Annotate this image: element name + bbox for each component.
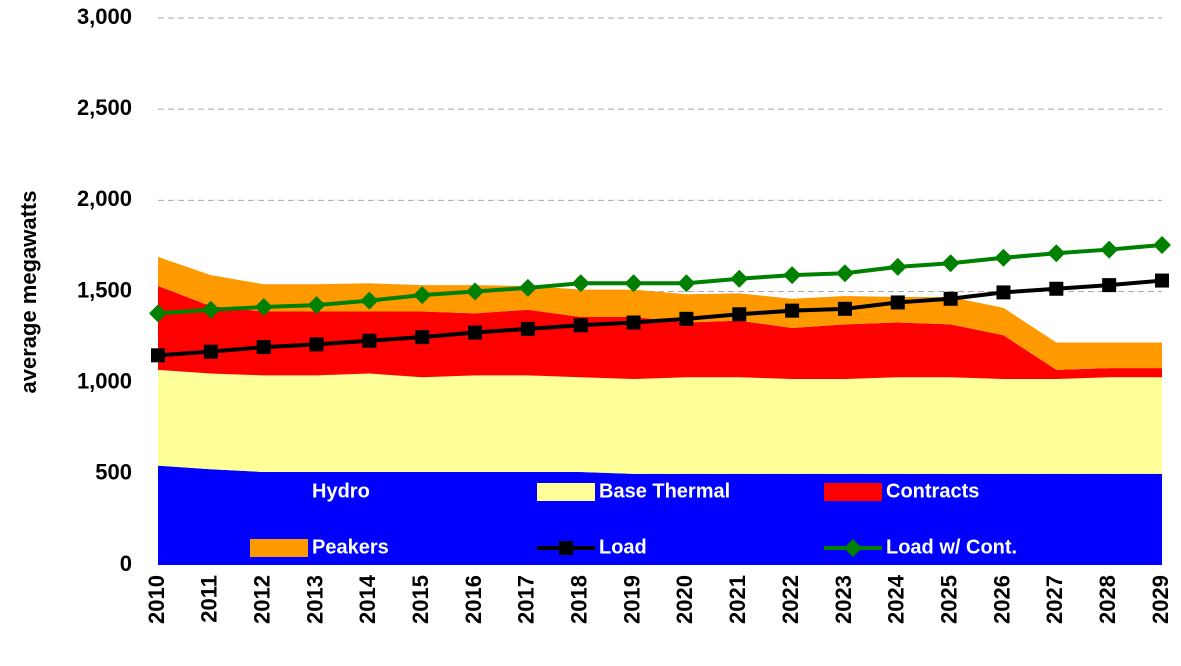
- legend-swatch: [250, 539, 308, 557]
- marker: [941, 254, 960, 273]
- x-tick-label: 2016: [461, 575, 486, 624]
- x-tick-label: 2017: [514, 575, 539, 624]
- marker: [415, 330, 430, 345]
- x-tick-label: 2023: [831, 575, 856, 624]
- marker: [943, 291, 958, 306]
- y-tick-label: 500: [95, 460, 132, 485]
- x-tick-label: 2012: [249, 575, 274, 624]
- legend: Hydro Base Thermal Contracts Peakers Load Loa…: [250, 480, 1017, 558]
- marker: [571, 274, 590, 293]
- marker: [890, 295, 905, 310]
- legend-label: Base Thermal: [599, 480, 730, 502]
- y-tick-label: 1,500: [77, 277, 132, 302]
- x-tick-label: 2028: [1095, 575, 1120, 624]
- legend-marker: [844, 539, 862, 557]
- marker: [203, 344, 218, 359]
- x-tick-label: 2026: [989, 575, 1014, 624]
- marker: [468, 325, 483, 340]
- x-tick-label: 2021: [725, 575, 750, 624]
- marker: [518, 278, 537, 297]
- marker: [677, 274, 696, 293]
- legend-label: Peakers: [312, 536, 389, 558]
- marker: [413, 286, 432, 305]
- x-tick-label: 2025: [936, 575, 961, 624]
- x-tick-label: 2020: [672, 575, 697, 624]
- x-tick-label: 2010: [144, 575, 169, 624]
- marker: [1047, 244, 1066, 263]
- marker: [573, 318, 588, 333]
- marker: [1100, 240, 1119, 259]
- marker: [730, 269, 749, 288]
- legend-label: Hydro: [312, 480, 370, 502]
- x-tick-label: 2027: [1042, 575, 1067, 624]
- x-tick-label: 2015: [408, 575, 433, 624]
- x-tick-label: 2018: [567, 575, 592, 624]
- y-tick-label: 1,000: [77, 368, 132, 393]
- y-tick-label: 0: [120, 551, 132, 576]
- marker: [994, 248, 1013, 267]
- marker: [785, 303, 800, 318]
- marker: [888, 257, 907, 276]
- marker: [1155, 273, 1169, 288]
- y-tick-label: 2,000: [77, 186, 132, 211]
- y-tick-label: 3,000: [77, 4, 132, 29]
- marker: [837, 301, 852, 316]
- y-tick-label: 2,500: [77, 95, 132, 120]
- x-tick-label: 2013: [302, 575, 327, 624]
- marker: [307, 296, 326, 315]
- marker: [783, 266, 802, 285]
- marker: [1153, 236, 1171, 255]
- area: [158, 369, 1162, 474]
- area: [158, 256, 1162, 370]
- line: [157, 243, 1163, 316]
- marker: [520, 321, 535, 336]
- area: [158, 465, 1162, 565]
- legend-label: Contracts: [886, 480, 979, 502]
- marker: [1102, 278, 1117, 293]
- legend-swatch: [537, 483, 595, 501]
- x-tick-label: 2019: [619, 575, 644, 624]
- marker: [254, 297, 273, 316]
- marker: [835, 264, 854, 283]
- marker: [149, 304, 167, 323]
- marker: [626, 315, 641, 330]
- legend-swatch: [824, 483, 882, 501]
- legend-marker: [559, 541, 573, 555]
- legend-label: Load: [599, 536, 647, 558]
- y-axis-label: average megawatts: [16, 191, 41, 394]
- marker: [679, 311, 694, 326]
- marker: [732, 307, 747, 322]
- marker: [309, 337, 324, 352]
- x-tick-label: 2014: [355, 574, 380, 624]
- legend-label: Load w/ Cont.: [886, 536, 1017, 558]
- area: [158, 286, 1162, 380]
- x-tick-label: 2024: [884, 574, 909, 624]
- marker: [201, 300, 220, 319]
- marker: [151, 348, 165, 363]
- marker: [362, 333, 377, 348]
- line: [157, 278, 1163, 358]
- marker: [624, 274, 643, 293]
- x-tick-label: 2029: [1148, 575, 1173, 624]
- marker: [996, 285, 1011, 300]
- marker: [466, 282, 485, 301]
- x-tick-label: 2022: [778, 575, 803, 624]
- x-tick-label: 2011: [197, 575, 222, 623]
- marker: [256, 340, 271, 355]
- legend-swatch: [250, 483, 308, 501]
- marker: [1049, 281, 1064, 296]
- marker: [360, 291, 379, 310]
